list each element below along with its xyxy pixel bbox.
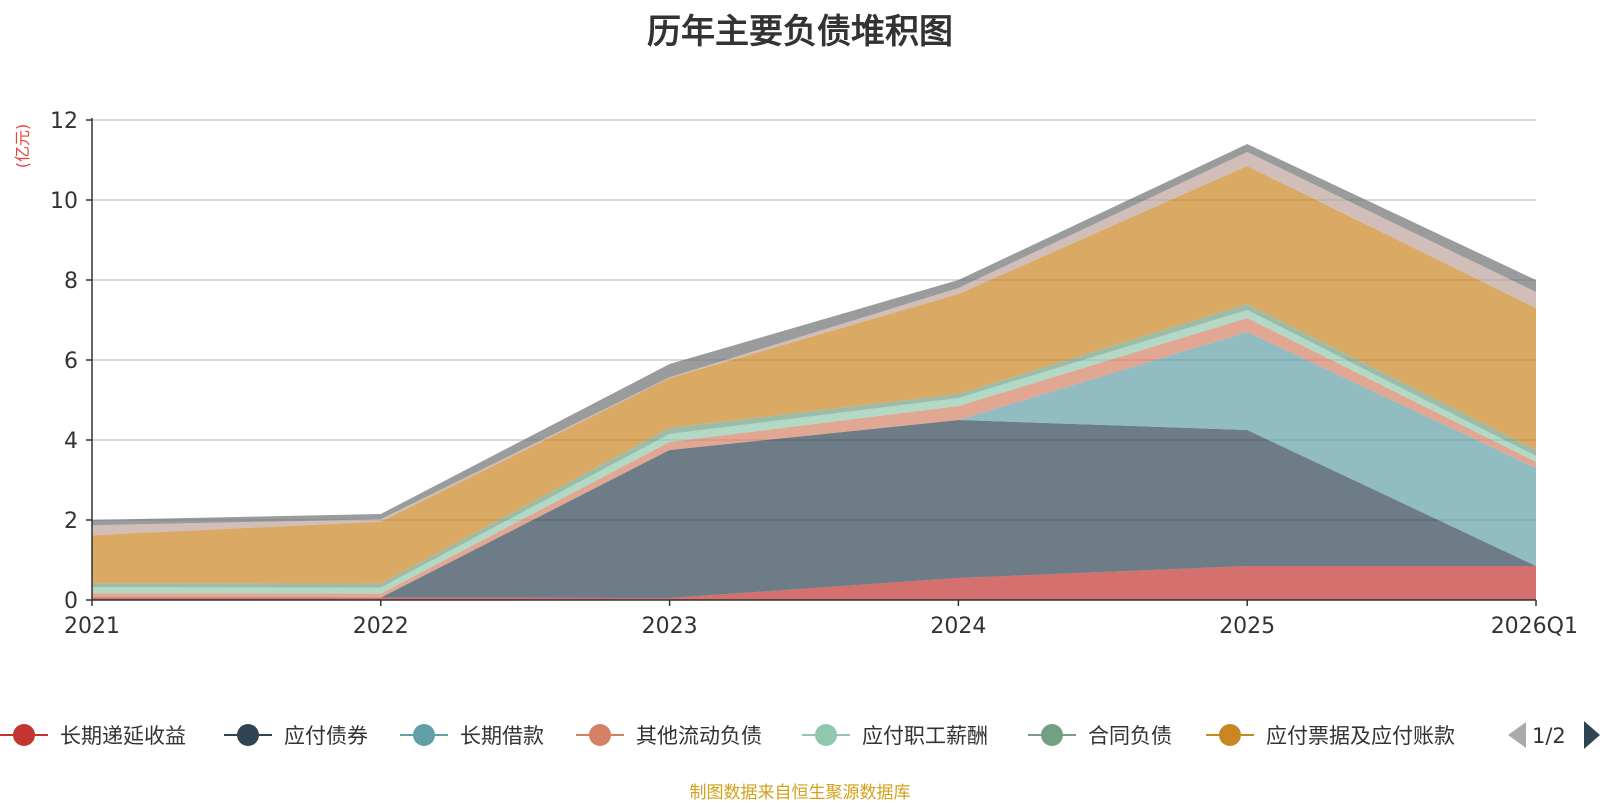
- y-tick-label: 4: [64, 429, 78, 454]
- area-series-2: [92, 332, 1536, 598]
- x-tick-label: 2022: [353, 614, 409, 639]
- legend-label: 其他流动负债: [636, 724, 762, 748]
- area-series-group: [92, 144, 1536, 600]
- legend[interactable]: 长期递延收益 应付债券 长期借款 其他流动负债 应付职工薪酬 合同负债 应付票据及应付账款 1…: [0, 721, 1600, 749]
- legend-item-1[interactable]: 应付债券: [224, 724, 368, 748]
- legend-marker: [1219, 724, 1241, 746]
- area-series-1: [92, 420, 1536, 598]
- y-tick-label: 2: [64, 509, 78, 534]
- axes: 0 2 4 6 8 10 12 2021 2022 2023 2024 2025 2026Q1: [50, 109, 1578, 639]
- legend-marker: [237, 724, 259, 746]
- legend-item-0[interactable]: 长期递延收益: [0, 724, 186, 748]
- x-tick-label: 2026Q1: [1491, 614, 1578, 639]
- data-source-note: 制图数据来自恒生聚源数据库: [689, 783, 911, 803]
- legend-marker: [1041, 724, 1063, 746]
- x-tick-label: 2021: [64, 614, 120, 639]
- legend-page-indicator: 1/2: [1532, 724, 1566, 748]
- x-tick-label: 2024: [930, 614, 986, 639]
- legend-label: 合同负债: [1088, 724, 1172, 748]
- y-tick-label: 8: [64, 269, 78, 294]
- legend-item-4[interactable]: 应付职工薪酬: [802, 724, 988, 748]
- legend-prev-page-icon[interactable]: [1508, 722, 1526, 748]
- legend-marker: [13, 724, 35, 746]
- legend-marker: [413, 724, 435, 746]
- area-series-6: [92, 166, 1536, 584]
- y-tick-label: 6: [64, 349, 78, 374]
- legend-marker: [589, 724, 611, 746]
- legend-label: 应付票据及应付账款: [1266, 724, 1455, 748]
- legend-marker: [815, 724, 837, 746]
- y-tick-label: 0: [64, 589, 78, 614]
- legend-label: 长期借款: [460, 724, 544, 748]
- area-series-0: [92, 566, 1536, 600]
- legend-item-5[interactable]: 合同负债: [1028, 724, 1172, 748]
- legend-label: 应付债券: [284, 724, 368, 748]
- x-tick-label: 2025: [1219, 614, 1275, 639]
- legend-item-3[interactable]: 其他流动负债: [576, 724, 762, 748]
- legend-next-page-icon[interactable]: [1584, 721, 1600, 749]
- y-tick-label: 10: [50, 189, 78, 214]
- legend-label: 长期递延收益: [60, 724, 186, 748]
- x-tick-label: 2023: [642, 614, 698, 639]
- chart-title: 历年主要负债堆积图: [647, 12, 953, 52]
- legend-item-6[interactable]: 应付票据及应付账款: [1206, 724, 1455, 748]
- y-axis-unit-label: (亿元): [13, 124, 32, 169]
- legend-item-2[interactable]: 长期借款: [400, 724, 544, 748]
- y-tick-label: 12: [50, 109, 78, 134]
- legend-label: 应付职工薪酬: [862, 724, 988, 748]
